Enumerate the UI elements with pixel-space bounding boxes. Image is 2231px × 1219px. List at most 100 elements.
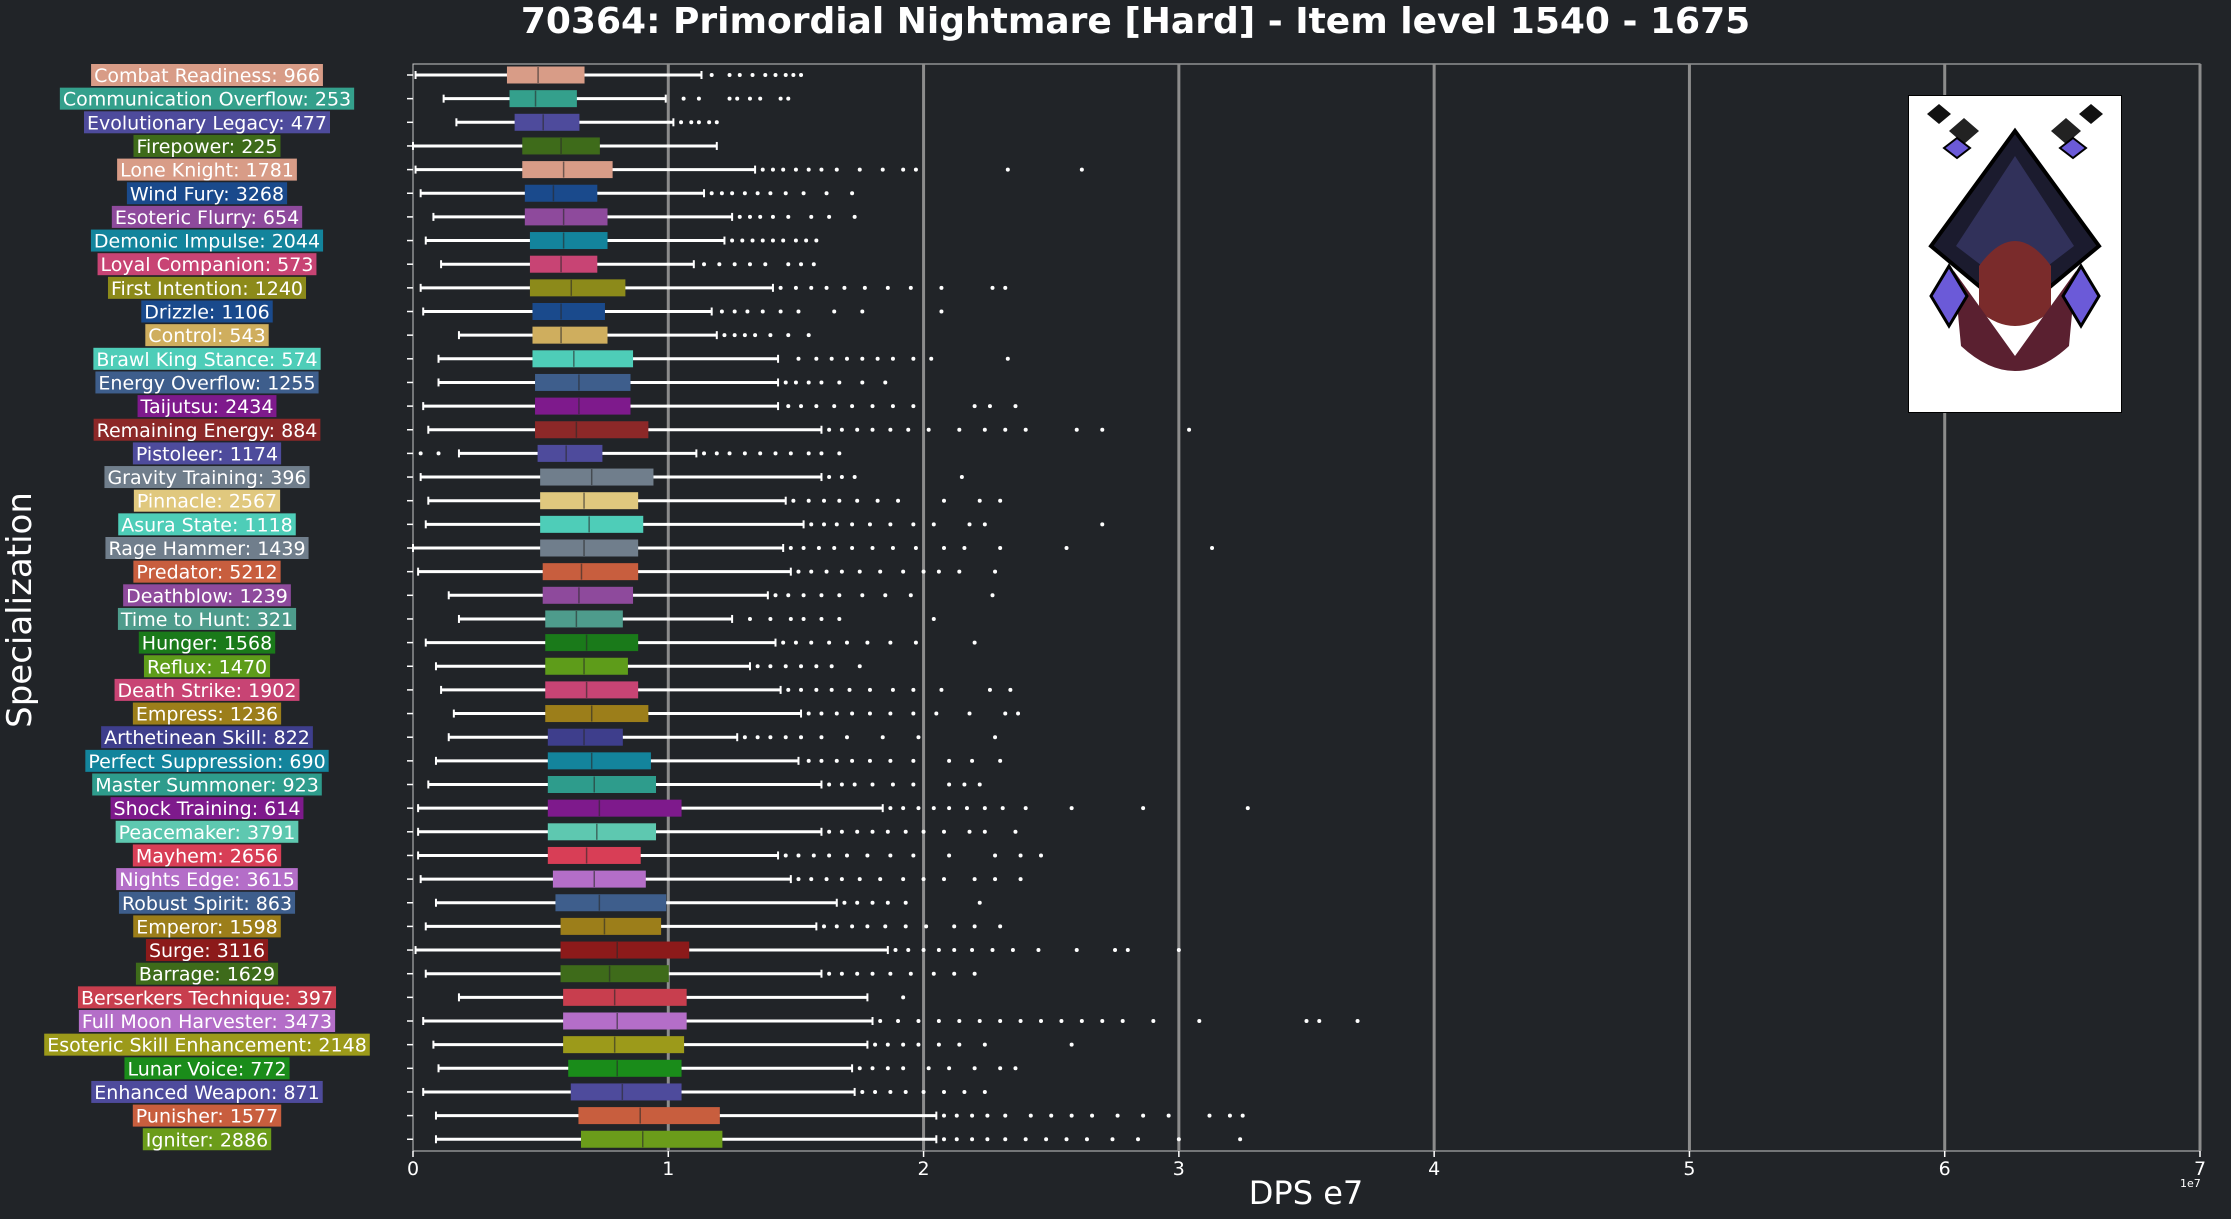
- outlier-point: [824, 191, 829, 196]
- category-label-bg: [124, 1057, 290, 1080]
- category-label-bg: [142, 1128, 272, 1151]
- category-label: Berserkers Technique: 397: [81, 987, 333, 1009]
- outlier-point: [837, 451, 842, 456]
- outlier-point: [908, 285, 913, 290]
- box-iqr: [535, 397, 631, 415]
- outlier-point: [819, 616, 824, 621]
- outlier-point: [924, 924, 929, 929]
- box-iqr: [529, 279, 626, 297]
- outlier-point: [911, 404, 916, 409]
- outlier-point: [888, 640, 893, 645]
- outlier-point: [732, 262, 737, 267]
- outlier-point: [911, 711, 916, 716]
- x-tick-label: 3: [1173, 1158, 1185, 1180]
- box-iqr: [563, 1036, 685, 1054]
- outlier-point: [801, 191, 806, 196]
- x-axis-offset-label: 1e7: [2180, 1177, 2201, 1190]
- outlier-point: [901, 1066, 906, 1071]
- category-label: Master Summoner: 923: [95, 775, 319, 797]
- outlier-point: [1003, 285, 1008, 290]
- outlier-point: [952, 971, 957, 976]
- outlier-point: [888, 806, 893, 811]
- outlier-point: [972, 877, 977, 882]
- category-label: Remaining Energy: 884: [97, 420, 318, 442]
- outlier-point: [786, 687, 791, 692]
- category-label-bg: [141, 300, 273, 323]
- outlier-point: [783, 73, 788, 77]
- outlier-point: [793, 640, 798, 645]
- boss-thumbnail: [1908, 95, 2122, 413]
- outlier-point: [855, 498, 860, 503]
- outlier-point: [850, 758, 855, 763]
- outlier-point: [760, 238, 765, 243]
- outlier-point: [941, 1089, 946, 1094]
- outlier-point: [860, 309, 865, 314]
- outlier-point: [1166, 1113, 1171, 1118]
- outlier-point: [908, 971, 913, 976]
- outlier-point: [839, 475, 844, 480]
- category-label: First Intention: 1240: [111, 278, 303, 300]
- category-label-bg: [101, 726, 313, 749]
- outlier-point: [1187, 427, 1192, 432]
- outlier-point: [844, 735, 849, 740]
- outlier-point: [681, 96, 686, 101]
- outlier-point: [778, 285, 783, 290]
- outlier-point: [755, 191, 760, 196]
- outlier-point: [903, 1089, 908, 1094]
- outlier-point: [901, 877, 906, 882]
- outlier-point: [860, 593, 865, 598]
- outlier-point: [883, 593, 888, 598]
- outlier-point: [931, 971, 936, 976]
- outlier-point: [870, 427, 875, 432]
- outlier-point: [1005, 167, 1010, 172]
- outlier-point: [788, 616, 793, 621]
- outlier-point: [1018, 853, 1023, 858]
- outlier-point: [911, 522, 916, 527]
- outlier-point: [740, 238, 745, 243]
- outlier-point: [760, 309, 765, 314]
- outlier-point: [747, 96, 752, 101]
- category-label-bg: [111, 205, 303, 228]
- outlier-point: [837, 380, 842, 385]
- outlier-point: [1013, 829, 1018, 834]
- outlier-point: [985, 1113, 990, 1118]
- category-label-bg: [92, 773, 322, 796]
- outlier-point: [1023, 427, 1028, 432]
- outlier-point: [957, 569, 962, 574]
- category-label-bg: [118, 891, 296, 914]
- outlier-point: [842, 900, 847, 905]
- outlier-point: [793, 167, 798, 172]
- outlier-point: [839, 427, 844, 432]
- category-label: Communication Overflow: 253: [63, 89, 351, 111]
- outlier-point: [906, 427, 911, 432]
- outlier-point: [799, 262, 804, 267]
- outlier-point: [885, 1042, 890, 1047]
- outlier-point: [696, 96, 701, 101]
- outlier-point: [913, 167, 918, 172]
- outlier-point: [901, 569, 906, 574]
- outlier-point: [936, 569, 941, 574]
- outlier-point: [839, 829, 844, 834]
- category-label: Esoteric Skill Enhancement: 2148: [47, 1035, 367, 1057]
- category-label: Barrage: 1629: [139, 964, 275, 986]
- outlier-point: [1023, 806, 1028, 811]
- box-iqr: [532, 350, 634, 368]
- category-label: Full Moon Harvester: 3473: [82, 1011, 332, 1033]
- box-iqr: [537, 444, 603, 462]
- category-label-bg: [114, 678, 300, 701]
- outlier-point: [850, 404, 855, 409]
- outlier-point: [1136, 1137, 1141, 1142]
- outlier-point: [941, 829, 946, 834]
- outlier-point: [855, 900, 860, 905]
- outlier-point: [842, 285, 847, 290]
- outlier-point: [850, 711, 855, 716]
- outlier-point: [1069, 806, 1074, 811]
- outlier-point: [796, 569, 801, 574]
- box-iqr: [524, 184, 598, 202]
- outlier-point: [824, 285, 829, 290]
- outlier-point: [837, 616, 842, 621]
- outlier-point: [758, 214, 763, 219]
- outlier-point: [947, 1066, 952, 1071]
- outlier-point: [755, 664, 760, 669]
- category-label: Firepower: 225: [136, 136, 277, 158]
